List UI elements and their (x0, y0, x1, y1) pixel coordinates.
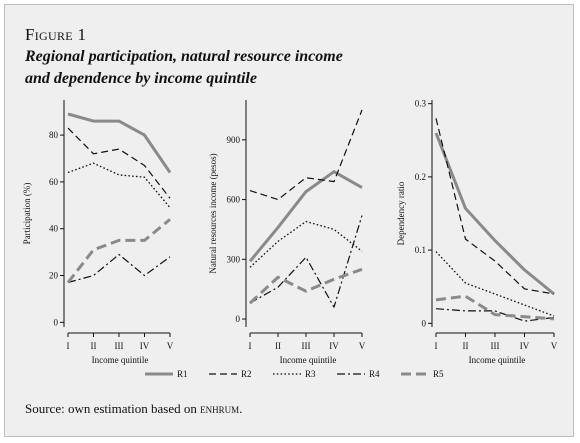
series-line-r5 (248, 267, 363, 305)
y-tick-label: 60 (49, 177, 59, 187)
legend-label: R2 (241, 369, 252, 379)
y-tick-label: 20 (49, 271, 59, 281)
legend-item-r4: R4 (337, 369, 380, 379)
y-axis-title: Natural resources income (pesos) (208, 153, 218, 273)
figure-title: Regional participation, natural resource… (25, 46, 445, 90)
legend-label: R5 (433, 369, 444, 379)
y-tick-label: 900 (227, 135, 241, 145)
source-prefix: Source: own estimation based on (25, 401, 201, 416)
y-axis-title: Participation (%) (22, 183, 32, 245)
x-tick-label: IV (329, 341, 339, 351)
figure-frame: Figure 1 Regional participation, natural… (4, 4, 574, 437)
x-tick-label: III (491, 341, 500, 351)
series-line-r3 (435, 251, 555, 317)
y-tick-label: 0.2 (415, 172, 426, 182)
x-tick-label: III (302, 341, 311, 351)
x-tick-label: IV (140, 341, 150, 351)
x-tick-label: V (167, 341, 174, 351)
series-line-r4 (249, 215, 363, 308)
x-tick-label: II (463, 341, 469, 351)
series-line-r3 (249, 220, 363, 268)
series-line-r4 (67, 253, 171, 284)
x-tick-label: I (435, 341, 438, 351)
figure-title-line-1: Regional participation, natural resource… (25, 48, 343, 65)
x-tick-label: V (551, 341, 558, 351)
series-line-r2 (435, 118, 555, 295)
y-tick-label: 40 (49, 224, 59, 234)
x-axis-title: Income quintile (92, 355, 149, 365)
series-line-r3 (67, 162, 171, 209)
series-line-r1 (248, 170, 363, 263)
y-tick-label: 0 (54, 317, 59, 327)
y-axis-title: Dependency ratio (396, 181, 406, 245)
x-tick-label: V (359, 341, 366, 351)
series-line-r2 (249, 109, 363, 201)
series-line-r2 (67, 127, 171, 199)
y-tick-label: 0 (236, 314, 241, 324)
series-line-r4 (435, 308, 555, 322)
y-tick-label: 600 (227, 195, 241, 205)
legend-item-r2: R2 (209, 369, 252, 379)
chart-legend: R1 R2 R3 R4 R5 (145, 369, 444, 379)
figure-label: Figure 1 (25, 25, 87, 44)
legend-item-r5: R5 (401, 369, 444, 379)
source-note: Source: own estimation based on enhrum. (25, 401, 242, 417)
series-line-r5 (435, 294, 555, 321)
source-dataset: enhrum (200, 401, 240, 416)
series-line-r1 (67, 112, 172, 174)
x-tick-label: I (249, 341, 252, 351)
x-tick-label: III (115, 341, 124, 351)
series-line-r5 (66, 218, 171, 284)
x-axis-title: Income quintile (469, 355, 526, 365)
x-tick-label: I (67, 341, 70, 351)
x-tick-label: II (91, 341, 97, 351)
y-tick-label: 80 (49, 130, 59, 140)
y-tick-label: 300 (227, 254, 241, 264)
series-line-r1 (434, 132, 555, 296)
legend-label: R3 (305, 369, 316, 379)
x-tick-label: II (275, 341, 281, 351)
x-tick-label: IV (520, 341, 530, 351)
y-tick-label: 0.3 (415, 99, 427, 109)
figure-title-line-2: and dependence by income quintile (25, 70, 257, 87)
y-tick-label: 0 (422, 318, 427, 328)
y-tick-label: 0.1 (415, 245, 426, 255)
x-axis-title: Income quintile (280, 355, 337, 365)
source-suffix: . (239, 401, 243, 416)
legend-label: R1 (177, 369, 188, 379)
legend-item-r3: R3 (273, 369, 316, 379)
legend-item-r1: R1 (145, 369, 188, 379)
legend-label: R4 (369, 369, 380, 379)
